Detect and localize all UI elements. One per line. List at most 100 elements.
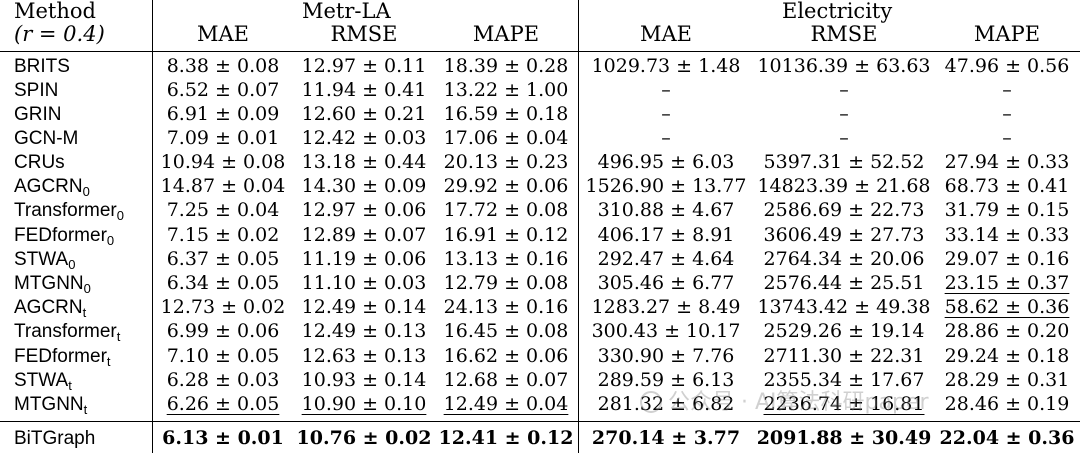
method-name: STWAt xyxy=(14,370,72,393)
table-cell: 17.72 ± 0.08 xyxy=(443,199,569,221)
table-cell: 2711.30 ± 22.31 xyxy=(763,345,925,367)
table-cell: 6.28 ± 0.03 xyxy=(166,369,280,391)
table-cell: 6.52 ± 0.07 xyxy=(166,79,280,101)
table-cell: 6.37 ± 0.05 xyxy=(166,248,280,270)
method-name: CRUs xyxy=(14,152,65,173)
table-cell: – xyxy=(1002,103,1012,125)
table-cell: 13.18 ± 0.44 xyxy=(301,151,427,173)
method-name: Transformert xyxy=(14,321,121,344)
table-cell: 10.90 ± 0.10 xyxy=(301,393,427,415)
metric-header-mape: MAPE xyxy=(472,22,540,46)
watermark: 公众号 · AI算法科研paper xyxy=(640,391,929,414)
table-cell: 47.96 ± 0.56 xyxy=(944,55,1070,77)
table-cell: – xyxy=(839,103,849,125)
table-cell: 12.42 ± 0.03 xyxy=(301,127,427,149)
method-name: AGCRN0 xyxy=(14,176,90,199)
table-cell: 12.63 ± 0.13 xyxy=(301,345,427,367)
table-cell: 31.79 ± 0.15 xyxy=(944,199,1070,221)
table-cell: 281.32 ± 6.82 xyxy=(597,393,735,415)
bitgraph-rule xyxy=(0,421,1080,422)
method-name: GRIN xyxy=(14,104,62,125)
table-cell: 11.19 ± 0.06 xyxy=(301,248,427,270)
table-cell: 12.49 ± 0.14 xyxy=(301,296,427,318)
table-cell: 12.68 ± 0.07 xyxy=(443,369,569,391)
table-cell: 18.39 ± 0.28 xyxy=(443,55,569,77)
table-cell: 28.29 ± 0.31 xyxy=(944,369,1070,391)
table-cell: 22.04 ± 0.36 xyxy=(939,427,1075,449)
table-cell: 8.38 ± 0.08 xyxy=(166,55,280,77)
method-separator xyxy=(152,0,153,453)
table-cell: 12.73 ± 0.02 xyxy=(160,296,286,318)
table-cell: – xyxy=(839,79,849,101)
method-name: FEDformer0 xyxy=(14,225,115,248)
table-cell: 6.91 ± 0.09 xyxy=(166,103,280,125)
table-cell: 6.99 ± 0.06 xyxy=(166,320,280,342)
table-cell: 5397.31 ± 52.52 xyxy=(763,151,925,173)
method-name: MTGNNt xyxy=(14,394,88,417)
method-name: GCN-M xyxy=(14,128,79,149)
table-cell: 3606.49 ± 27.73 xyxy=(763,224,925,246)
method-name: FEDformert xyxy=(14,346,111,369)
table-cell: 305.46 ± 6.77 xyxy=(597,272,735,294)
table-cell: 29.24 ± 0.18 xyxy=(944,345,1070,367)
table-cell: 292.47 ± 4.64 xyxy=(597,248,735,270)
table-cell: 2236.74 ± 16.81 xyxy=(763,393,925,415)
method-name: STWA0 xyxy=(14,249,76,272)
header-group-metr-la: Metr-LA xyxy=(302,0,391,23)
table-cell: – xyxy=(661,103,671,125)
table-cell: 28.46 ± 0.19 xyxy=(944,393,1070,415)
table-cell: 28.86 ± 0.20 xyxy=(944,320,1070,342)
table-cell: 12.41 ± 0.12 xyxy=(438,427,574,449)
table-cell: 11.94 ± 0.41 xyxy=(301,79,427,101)
table-cell: 7.25 ± 0.04 xyxy=(166,199,280,221)
table-cell: 300.43 ± 10.17 xyxy=(591,320,741,342)
wechat-icon xyxy=(640,391,662,413)
method-name: AGCRNt xyxy=(14,297,87,320)
method-name: Transformer0 xyxy=(14,200,124,223)
table-cell: 1283.27 ± 8.49 xyxy=(591,296,741,318)
table-cell: 13.22 ± 1.00 xyxy=(443,79,569,101)
table-cell: 29.07 ± 0.16 xyxy=(944,248,1070,270)
table-cell: 16.59 ± 0.18 xyxy=(443,103,569,125)
table-cell: 6.13 ± 0.01 xyxy=(162,427,284,449)
table-cell: 11.10 ± 0.03 xyxy=(301,272,427,294)
table-cell: – xyxy=(661,127,671,149)
table-cell: 14.87 ± 0.04 xyxy=(160,175,286,197)
table-cell: 2091.88 ± 30.49 xyxy=(756,427,932,449)
table-cell: 330.90 ± 7.76 xyxy=(597,345,735,367)
table-cell: – xyxy=(1002,127,1012,149)
table-cell: 10136.39 ± 63.63 xyxy=(757,55,931,77)
method-name: MTGNN0 xyxy=(14,273,91,296)
metric-header-mape: MAPE xyxy=(973,22,1041,46)
table-cell: 289.59 ± 6.13 xyxy=(597,369,735,391)
table-cell: 13743.42 ± 49.38 xyxy=(757,296,931,318)
metric-header-rmse: RMSE xyxy=(810,22,878,46)
table-cell: 58.62 ± 0.36 xyxy=(944,296,1070,318)
table-cell: 12.79 ± 0.08 xyxy=(443,272,569,294)
metric-header-rmse: RMSE xyxy=(330,22,398,46)
table-cell: 17.06 ± 0.04 xyxy=(443,127,569,149)
table-cell: 14823.39 ± 21.68 xyxy=(757,175,931,197)
table-cell: 2764.34 ± 20.06 xyxy=(763,248,925,270)
dataset-separator xyxy=(578,0,579,453)
table-cell: 16.91 ± 0.12 xyxy=(443,224,569,246)
table-cell: 6.26 ± 0.05 xyxy=(166,393,280,415)
table-cell: 16.45 ± 0.08 xyxy=(443,320,569,342)
table-cell: 6.34 ± 0.05 xyxy=(166,272,280,294)
header-rule xyxy=(0,51,1080,52)
table-cell: 270.14 ± 3.77 xyxy=(591,427,741,449)
table-cell: 20.13 ± 0.23 xyxy=(443,151,569,173)
method-name: SPIN xyxy=(14,80,59,101)
table-cell: 310.88 ± 4.67 xyxy=(597,199,735,221)
table-cell: 406.17 ± 8.91 xyxy=(597,224,735,246)
table-cell: – xyxy=(661,79,671,101)
table-cell: 2529.26 ± 19.14 xyxy=(763,320,925,342)
metric-header-mae: MAE xyxy=(197,22,249,46)
table-cell: 14.30 ± 0.09 xyxy=(301,175,427,197)
table-cell: 13.13 ± 0.16 xyxy=(443,248,569,270)
table-cell: 23.15 ± 0.37 xyxy=(944,272,1070,294)
table-cell: 10.76 ± 0.02 xyxy=(296,427,432,449)
table-cell: 16.62 ± 0.06 xyxy=(443,345,569,367)
table-cell: 24.13 ± 0.16 xyxy=(443,296,569,318)
table-cell: 10.93 ± 0.14 xyxy=(301,369,427,391)
